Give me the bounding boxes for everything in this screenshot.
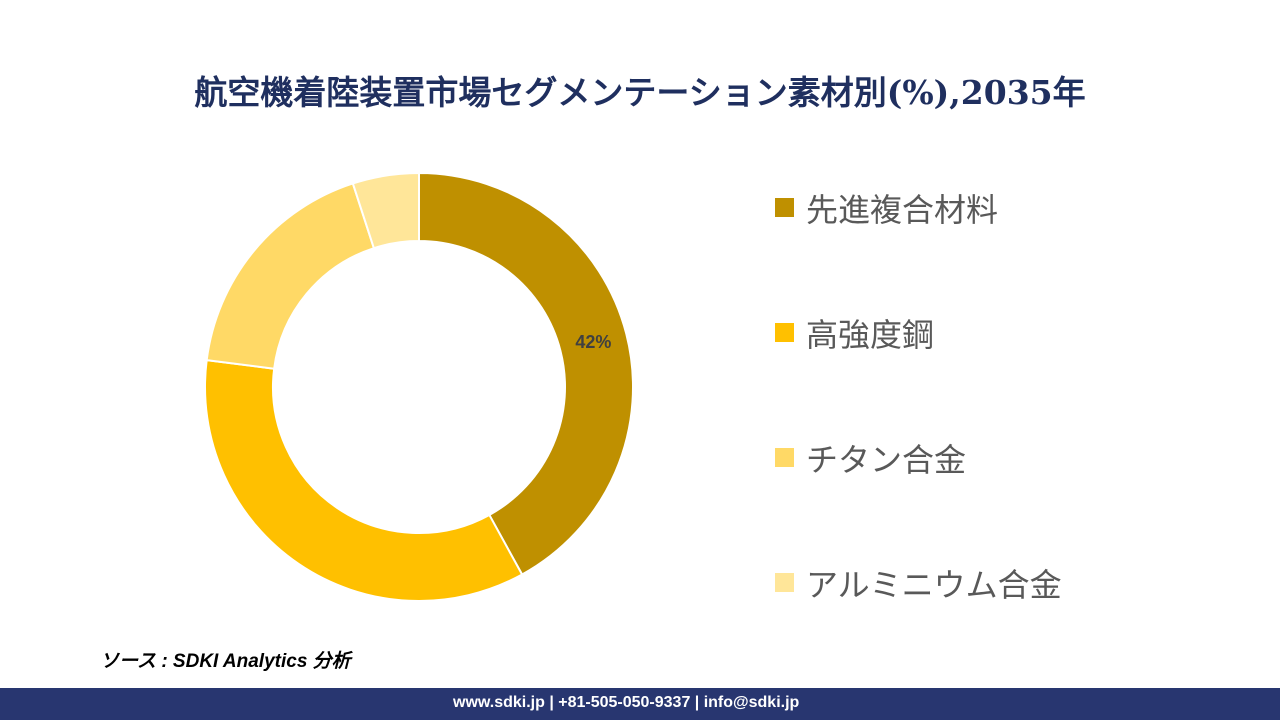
legend-item: アルミニウム合金 — [775, 520, 1062, 645]
legend-label: 高強度鋼 — [806, 315, 935, 354]
donut-segment — [204, 359, 524, 602]
legend-item: 先進複合材料 — [775, 145, 1062, 270]
donut-segment — [418, 171, 634, 576]
legend-swatch — [775, 198, 794, 217]
legend-item: 高強度鋼 — [775, 270, 1062, 395]
legend: 先進複合材料 高強度鋼 チタン合金 アルミニウム合金 — [775, 165, 1062, 665]
legend-label: アルミニウム合金 — [806, 565, 1062, 604]
legend-label: 先進複合材料 — [806, 190, 999, 229]
chart-title: 航空機着陸装置市場セグメンテーション素材別(%),2035年 — [194, 73, 1086, 112]
footer-contact: www.sdki.jp | +81-505-050-9337 | info@sd… — [453, 694, 800, 711]
legend-swatch — [775, 448, 794, 467]
footer-bar: www.sdki.jp | +81-505-050-9337 | info@sd… — [0, 688, 1280, 720]
donut-segment — [351, 171, 420, 250]
source-note: ソース : SDKI Analytics 分析 — [100, 651, 351, 672]
legend-swatch — [775, 573, 794, 592]
donut-segment — [205, 182, 376, 370]
legend-swatch — [775, 323, 794, 342]
legend-item: チタン合金 — [775, 395, 1062, 520]
data-label: 42% — [575, 332, 611, 352]
legend-label: チタン合金 — [806, 440, 967, 479]
